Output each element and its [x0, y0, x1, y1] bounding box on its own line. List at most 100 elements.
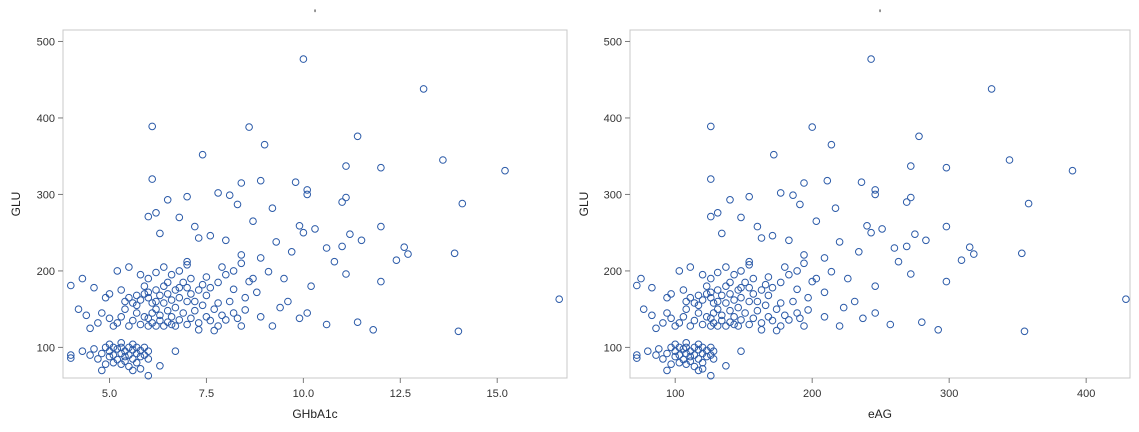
data-point [679, 286, 688, 294]
data-point [707, 371, 715, 380]
data-point [214, 189, 222, 197]
data-point [652, 324, 660, 333]
data-point [768, 283, 777, 292]
data-point [98, 366, 106, 375]
data-point [726, 290, 734, 298]
data-point [776, 299, 785, 307]
data-point [757, 234, 766, 242]
data-point [722, 263, 730, 271]
data-point [772, 326, 781, 335]
data-point [911, 230, 919, 238]
data-point [229, 309, 238, 317]
data-point [694, 345, 703, 354]
data-point [132, 309, 141, 317]
data-point [633, 281, 641, 290]
data-point [160, 263, 168, 271]
data-point [163, 278, 172, 287]
data-point [796, 314, 804, 323]
data-point [175, 316, 184, 324]
data-point [222, 236, 230, 245]
data-point [454, 327, 463, 336]
y-axis: 100 200 300 400 500 [37, 36, 63, 354]
data-point [785, 316, 793, 324]
data-point [338, 242, 346, 251]
data-point [237, 322, 246, 330]
data-point [957, 256, 966, 265]
data-point [686, 352, 695, 361]
data-point [745, 320, 754, 329]
data-point [789, 191, 797, 199]
data-point [682, 339, 691, 347]
data-point [942, 222, 951, 231]
data-point [237, 259, 246, 268]
data-point [144, 274, 153, 283]
data-point [132, 291, 141, 300]
data-point [105, 290, 114, 298]
data-point [726, 306, 734, 315]
data-point [148, 299, 156, 307]
data-point [369, 326, 378, 334]
data-point [78, 274, 87, 283]
chart-eag-vs-glu: ' 100 200 300 400 100 200 300 400 500 eAG GLU [577, 7, 1131, 421]
data-point [229, 267, 238, 275]
data-point [280, 274, 288, 283]
data-point [726, 318, 734, 327]
data-point [942, 277, 951, 286]
data-point [835, 322, 844, 330]
data-point [757, 286, 766, 294]
data-point [737, 347, 745, 356]
data-point [117, 343, 125, 352]
data-point [867, 55, 875, 63]
data-point [167, 296, 176, 304]
x-tick-label: 12.5 [390, 388, 411, 400]
data-points [67, 55, 564, 380]
data-point [175, 267, 184, 275]
data-point [686, 347, 695, 356]
data-point [67, 354, 75, 362]
data-point [129, 299, 137, 307]
data-point [214, 322, 222, 330]
data-point [152, 268, 160, 277]
data-point [741, 278, 749, 287]
data-point [776, 189, 785, 197]
data-point [707, 175, 715, 183]
data-point [648, 283, 656, 292]
y-tick-label: 500 [604, 36, 622, 48]
data-point [241, 306, 249, 314]
data-point [132, 358, 141, 367]
data-point [125, 263, 133, 271]
y-axis: 100 200 300 400 500 [604, 36, 630, 354]
data-point [922, 236, 930, 245]
data-point [109, 358, 118, 367]
data-point [675, 358, 684, 367]
data-point [129, 345, 137, 354]
data-point [291, 178, 300, 186]
data-point [125, 322, 133, 330]
data-point [260, 140, 269, 149]
data-point [812, 217, 821, 225]
data-point [831, 204, 840, 212]
data-point [671, 352, 680, 361]
data-point [761, 301, 770, 310]
data-point [682, 343, 691, 352]
data-point [225, 191, 234, 199]
data-point [907, 270, 915, 278]
data-point [694, 366, 703, 375]
data-point [663, 349, 671, 358]
data-point [202, 273, 211, 281]
data-point [867, 228, 875, 237]
data-point [330, 257, 339, 266]
y-tick-label: 400 [37, 113, 55, 125]
x-tick-label: 5.0 [102, 388, 117, 400]
x-tick-label: 300 [940, 388, 958, 400]
data-point [156, 311, 164, 320]
data-point [117, 339, 125, 347]
data-point [136, 320, 145, 329]
data-point [86, 324, 94, 333]
data-point [682, 305, 691, 314]
data-point [252, 288, 261, 297]
data-point [152, 305, 160, 314]
data-point [179, 309, 187, 317]
data-point [718, 311, 726, 320]
data-point [730, 313, 738, 321]
